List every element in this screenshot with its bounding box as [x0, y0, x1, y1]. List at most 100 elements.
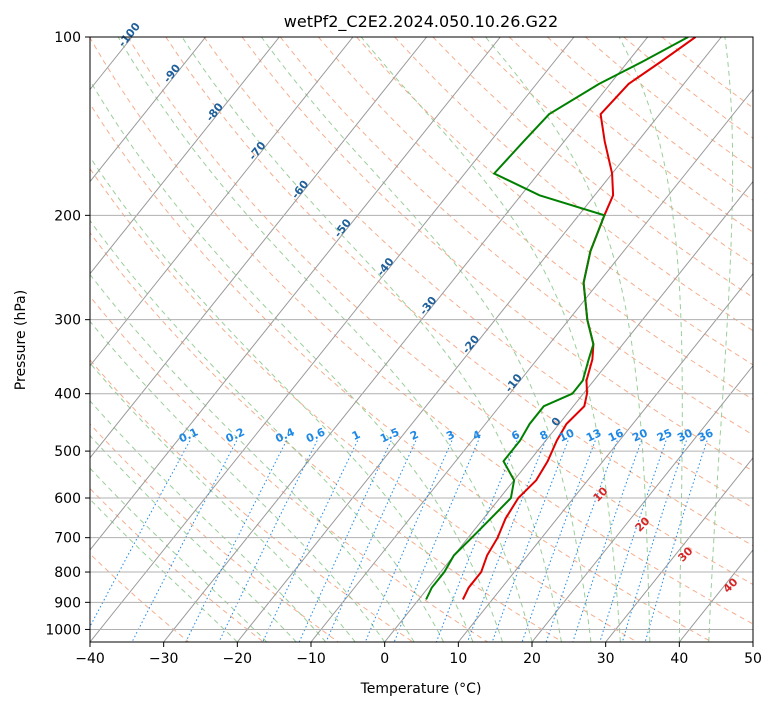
y-tick-label: 700	[54, 531, 81, 547]
mixing-ratio-line	[467, 440, 546, 642]
dry-adiabat	[90, 295, 488, 642]
mixing-ratio-label: 0.2	[224, 425, 247, 445]
x-tick-label: 0	[380, 651, 389, 667]
mixing-ratio-label: 25	[655, 426, 674, 444]
mixing-ratio-line	[545, 440, 618, 642]
isotherm	[163, 37, 649, 642]
dry-adiabat	[356, 37, 753, 366]
x-tick-label: −20	[223, 651, 253, 667]
x-tick-label: 10	[449, 651, 467, 667]
y-tick-label: 300	[54, 313, 81, 329]
moist-adiabat	[618, 37, 683, 642]
moist-adiabat-label: 10	[591, 484, 611, 504]
moist-adiabat	[485, 37, 651, 642]
y-tick-label: 200	[54, 208, 81, 224]
mixing-ratio-line	[491, 440, 569, 642]
mixing-ratio-line	[621, 440, 687, 642]
moist-adiabat	[90, 400, 327, 642]
moist-adiabat	[90, 219, 445, 642]
x-tick-label: 20	[523, 651, 541, 667]
mixing-ratio-label: 13	[584, 426, 603, 444]
mixing-ratio-line	[131, 440, 238, 642]
dry-adiabat	[394, 37, 753, 332]
isotherm	[90, 37, 501, 551]
dry-adiabat	[90, 103, 712, 642]
dry-adiabat	[90, 231, 563, 642]
dewpoint-line	[425, 37, 689, 600]
y-tick-label: 1000	[45, 622, 81, 638]
isotherm	[752, 641, 753, 642]
y-tick-label: 800	[54, 565, 81, 581]
mixing-ratio-line	[262, 440, 359, 642]
mixing-ratio-line	[435, 440, 518, 642]
dry-adiabat	[90, 167, 638, 642]
x-tick-label: 50	[744, 651, 762, 667]
mixing-ratio-label: 36	[696, 426, 716, 444]
y-tick-label: 500	[54, 444, 81, 460]
line-labels: -100-90-80-70-60-50-40-30-20-10010203040…	[116, 20, 741, 596]
moist-adiabat	[90, 362, 356, 642]
sounding-series	[425, 37, 697, 600]
dry-adiabat	[90, 423, 339, 642]
isotherm	[678, 549, 753, 642]
dry-adiabat	[203, 37, 753, 509]
mixing-ratio-label: 0.1	[177, 425, 200, 445]
moist-adiabat	[90, 79, 503, 642]
y-tick-label: 900	[54, 595, 81, 611]
background-lines	[0, 37, 753, 642]
mixing-ratio-line	[572, 440, 642, 642]
isotherm	[90, 37, 428, 459]
mixing-ratio-line	[185, 440, 287, 642]
moist-adiabat	[360, 37, 621, 642]
x-tick-label: −40	[75, 651, 105, 667]
mixing-ratio-label: 16	[606, 426, 626, 444]
isotherm	[605, 457, 753, 642]
isotherm	[90, 37, 207, 183]
isotherm-label: -80	[203, 100, 226, 124]
isotherm-label: -90	[161, 61, 184, 85]
x-axis: −40 −30 −20 −10 0 10 20 30 40 50	[75, 642, 762, 667]
isotherm-label: -40	[374, 255, 397, 279]
dry-adiabat	[508, 37, 753, 233]
dry-adiabat	[318, 37, 753, 401]
isotherm-label: -10	[502, 371, 525, 395]
isotherm-label: -30	[417, 294, 440, 318]
y-axis-label: Pressure (hPa)	[13, 290, 29, 390]
x-tick-label: 40	[670, 651, 688, 667]
mixing-ratio-label: 0.6	[304, 425, 327, 445]
moist-adiabat	[90, 156, 474, 642]
plot-frame	[89, 36, 754, 643]
moist-adiabat-label: 20	[633, 514, 653, 534]
x-axis-label: Temperature (°C)	[360, 681, 482, 697]
dry-adiabat	[241, 37, 753, 472]
mixing-ratio-label: 2	[408, 428, 420, 443]
dry-adiabat	[90, 553, 190, 642]
y-tick-label: 100	[54, 30, 81, 46]
isotherm-label: 0	[549, 415, 564, 429]
dry-adiabat	[432, 37, 753, 298]
moist-adiabat	[181, 37, 562, 642]
mixing-ratio-line	[298, 440, 392, 642]
isotherm	[0, 37, 58, 642]
x-tick-label: 30	[597, 651, 615, 667]
isotherm	[90, 37, 280, 275]
moist-adiabat	[117, 37, 533, 642]
x-tick-label: −30	[149, 651, 179, 667]
mixing-ratio-label: 1.5	[378, 425, 401, 445]
moist-adiabat	[90, 273, 415, 642]
mixing-ratio-line	[364, 440, 453, 642]
isotherm-label: -70	[246, 139, 269, 163]
isotherm	[384, 180, 753, 642]
isotherm	[531, 364, 753, 642]
moist-adiabat	[90, 498, 238, 642]
mixing-ratio-label: 1	[350, 428, 362, 443]
dry-adiabat	[90, 487, 264, 642]
isotherm	[236, 37, 722, 642]
moist-adiabat	[708, 37, 734, 642]
mixing-ratio-label: 10	[557, 426, 577, 444]
temperature-line	[462, 37, 697, 600]
isotherm	[310, 88, 753, 642]
moist-adiabat	[260, 37, 592, 642]
isotherm-label: -100	[116, 20, 144, 50]
